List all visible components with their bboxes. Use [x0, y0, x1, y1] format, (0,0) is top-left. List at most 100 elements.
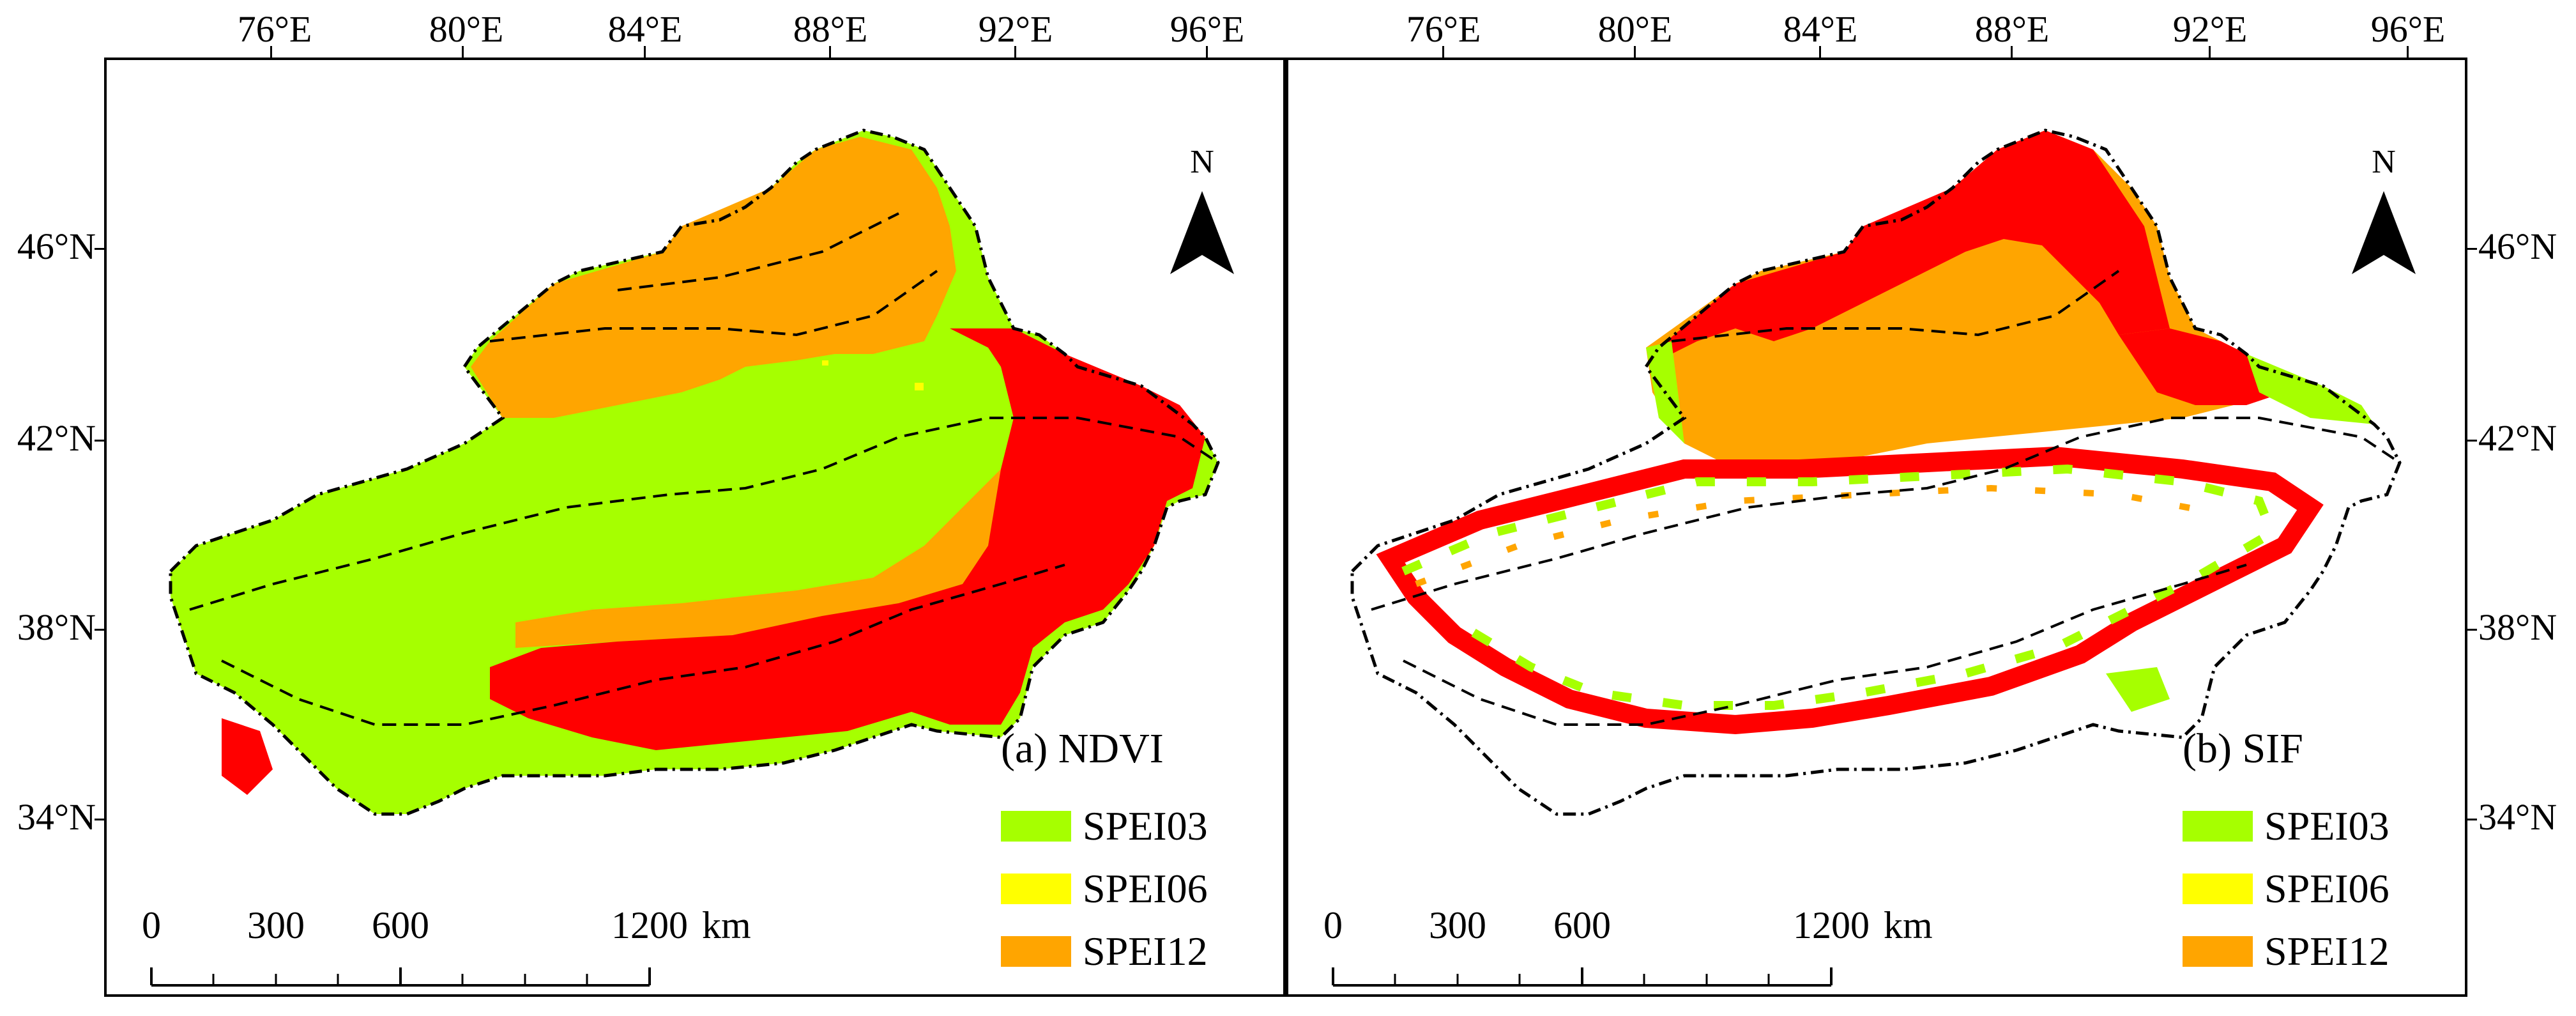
north-arrow: N	[1161, 143, 1244, 296]
legend-label: SPEI12	[2264, 928, 2389, 974]
lat-tick	[2467, 629, 2477, 631]
lat-label-34n-left: 34°N	[17, 796, 96, 838]
panel-title-ndvi: (a) NDVI	[1001, 725, 1164, 772]
lat-tick	[2467, 440, 2477, 442]
scale-label-0: 0	[1323, 904, 1343, 946]
legend-item: SPEI12	[2183, 920, 2389, 983]
lat-label-46n-left: 46°N	[17, 226, 96, 267]
ndvi-map	[169, 128, 1220, 816]
north-letter: N	[2372, 144, 2396, 180]
basin-line-kunlun	[221, 564, 1065, 726]
lon-tick	[2209, 46, 2211, 58]
region-spei06-patch	[915, 383, 924, 390]
scale-label-1200: 1200	[611, 904, 688, 946]
sif-map	[1350, 128, 2402, 816]
scale-bar: 0 300 600 1200 km	[139, 904, 751, 994]
north-letter: N	[1190, 144, 1214, 180]
lon-label-88e-b: 88°E	[1974, 8, 2050, 50]
lon-tick	[1819, 46, 1821, 58]
legend-item: SPEI24	[1001, 983, 1208, 994]
lon-label-84e-b: 84°E	[1783, 8, 1858, 50]
legend: SPEI03 SPEI06 SPEI12 SPEI24	[1001, 795, 1208, 994]
region-south-spei12	[515, 469, 1001, 648]
scale-bar-ruler	[1332, 967, 1833, 987]
lat-tick	[95, 248, 104, 250]
lon-tick	[1442, 46, 1444, 58]
legend-swatch-spei12	[2183, 936, 2253, 967]
north-arrow-icon	[1170, 191, 1234, 274]
lon-tick	[1014, 46, 1016, 58]
lon-tick	[270, 46, 272, 58]
legend-item: SPEI03	[1001, 795, 1208, 858]
lon-tick	[462, 46, 464, 58]
legend-swatch-spei12	[1001, 936, 1071, 967]
region-sw-spei24-patch	[222, 718, 273, 795]
lon-label-80e-b: 80°E	[1597, 8, 1673, 50]
legend-label: SPEI03	[1083, 803, 1208, 849]
lat-tick	[95, 440, 104, 442]
scale-label-1200: 1200	[1793, 904, 1870, 946]
lat-label-38n-right: 38°N	[2478, 606, 2557, 648]
lon-label-80e: 80°E	[429, 8, 504, 50]
legend: SPEI03 SPEI06 SPEI12 SPEI24	[2183, 795, 2389, 994]
scale-label-600: 600	[372, 904, 429, 946]
lat-tick	[2467, 819, 2477, 820]
region-ring-spei24	[1376, 446, 2324, 735]
lon-label-76e-b: 76°E	[1406, 8, 1481, 50]
lat-label-42n-right: 42°N	[2478, 417, 2557, 459]
lon-label-84e: 84°E	[607, 8, 683, 50]
legend-item: SPEI06	[1001, 858, 1208, 920]
scale-bar-ruler	[150, 967, 651, 987]
legend-item: SPEI12	[1001, 920, 1208, 983]
legend-swatch-spei06	[1001, 874, 1071, 904]
lat-label-46n-right: 46°N	[2478, 226, 2557, 267]
north-arrow-icon	[2352, 191, 2416, 274]
legend-label: SPEI24	[1083, 990, 1208, 994]
region-ring-spei12	[1415, 484, 2222, 587]
region-east-spei24	[490, 328, 1205, 750]
lat-tick	[2467, 248, 2477, 250]
basin-line-junggar	[1671, 270, 2120, 343]
map-panel-sif: N (b) SIF SPEI03 SPEI06 SPEI12 SPEI24 0 …	[1286, 58, 2467, 997]
lon-label-88e: 88°E	[793, 8, 868, 50]
basin-line-tianshan	[1371, 417, 2401, 611]
legend-label: SPEI12	[1083, 928, 1208, 974]
scale-label-300: 300	[247, 904, 305, 946]
basin-line-junggar	[489, 270, 938, 343]
lon-tick	[829, 46, 831, 58]
map-panel-ndvi: N (a) NDVI SPEI03 SPEI06 SPEI12 SPEI24 0…	[104, 58, 1286, 997]
legend-item: SPEI06	[2183, 858, 2389, 920]
lat-tick	[95, 629, 104, 631]
region-east-spei03	[2246, 354, 2374, 424]
lon-tick	[1206, 46, 1208, 58]
lon-label-96e-b: 96°E	[2370, 8, 2446, 50]
legend-item: SPEI03	[2183, 795, 2389, 858]
basin-line-tianshan	[189, 417, 1219, 611]
region-east-spei24	[2119, 328, 2285, 405]
lat-label-42n-left: 42°N	[17, 417, 96, 459]
scale-unit: km	[1884, 904, 1933, 946]
lon-tick	[2011, 46, 2013, 58]
region-north-spei24	[1659, 130, 2170, 354]
legend-item: SPEI24	[2183, 983, 2389, 994]
basin-line-junggar-2	[617, 212, 899, 291]
lat-label-38n-left: 38°N	[17, 606, 96, 648]
lat-tick	[95, 819, 104, 820]
lon-label-92e-b: 92°E	[2172, 8, 2248, 50]
legend-swatch-spei03	[2183, 811, 2253, 842]
lon-label-96e-a: 96°E	[1170, 8, 1245, 50]
legend-label: SPEI24	[2264, 990, 2389, 994]
panel-title-sif: (b) SIF	[2183, 725, 2303, 772]
north-arrow: N	[2342, 143, 2425, 296]
legend-label: SPEI06	[2264, 866, 2389, 911]
scale-label-0: 0	[142, 904, 161, 946]
scale-label-600: 600	[1553, 904, 1611, 946]
lon-tick	[644, 46, 646, 58]
lat-label-34n-right: 34°N	[2478, 796, 2557, 838]
lon-label-92e: 92°E	[978, 8, 1053, 50]
lon-label-76e: 76°E	[237, 8, 312, 50]
basin-line-kunlun	[1403, 564, 2247, 726]
lon-tick	[1634, 46, 1636, 58]
scale-label-300: 300	[1429, 904, 1486, 946]
scale-unit: km	[702, 904, 751, 946]
